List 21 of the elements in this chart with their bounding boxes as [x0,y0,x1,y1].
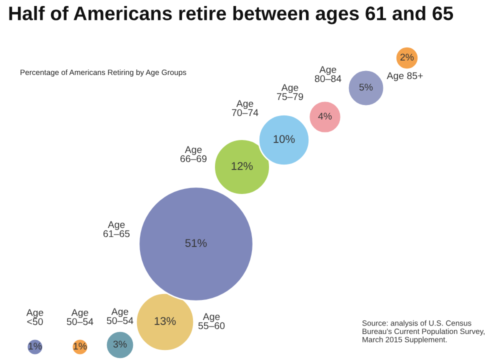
category-label: Age <50 [26,309,44,326]
data-label: 12% [232,162,253,170]
category-label: Age 85+ [386,72,423,82]
data-label: 51% [185,239,207,247]
category-label: Age 50–54 [66,309,94,326]
category-label: Age 61–65 [103,221,130,238]
data-label: 3% [113,340,127,348]
category-label: Age 75–79 [276,84,304,100]
category-label: Age 80–84 [314,66,342,82]
data-label: 4% [318,112,332,120]
data-label: 5% [359,84,373,91]
data-label: 2% [400,54,414,61]
category-label: Age 70–74 [232,100,258,116]
text: Half of Americans retire between ages 61 and 65 [9,6,454,24]
data-label: 1% [74,342,87,350]
data-label: 1% [28,342,42,350]
data-label: 13% [154,317,176,325]
category-label: Age 55–60 [198,313,225,330]
category-label: Age 66–69 [180,146,207,162]
category-label: Age 50–54 [106,308,134,324]
data-label: 10% [274,135,295,143]
